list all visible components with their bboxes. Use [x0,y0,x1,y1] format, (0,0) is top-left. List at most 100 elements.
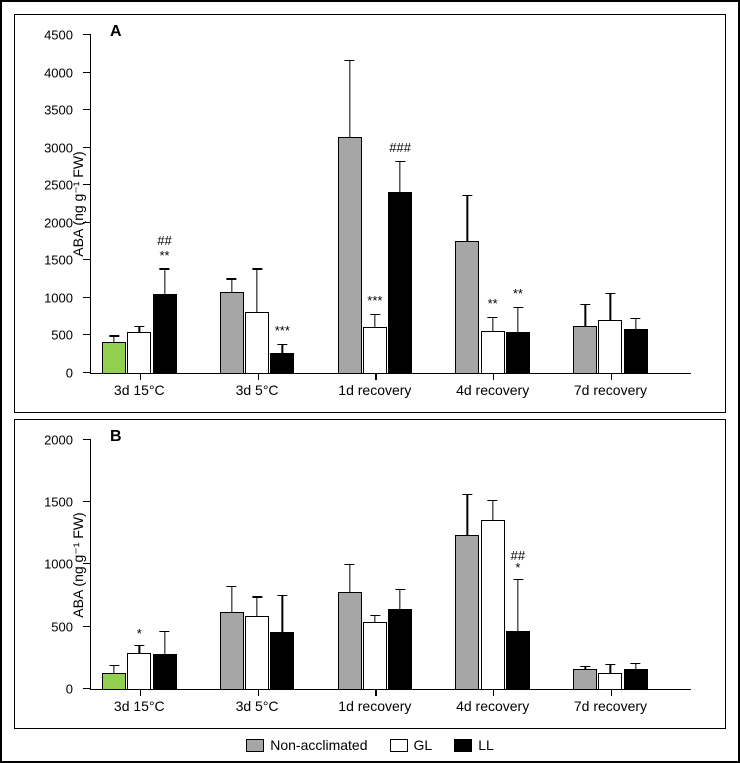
legend-item-0: Non-acclimated [246,737,367,753]
bar [481,331,505,374]
legend-item-2: LL [454,737,494,753]
bar [573,326,597,374]
error-bar [231,586,232,612]
significance-marker: *** [275,324,290,338]
error-bar [164,268,165,294]
bar [220,612,244,690]
error-bar [139,645,140,653]
bar [220,292,244,374]
significance-marker: ** [159,249,169,263]
category-label: 3d 15°C [114,382,165,398]
y-tick-label: 3000 [44,140,73,155]
error-bar [467,494,468,535]
x-tick [375,373,376,380]
error-bar [492,500,493,520]
x-tick [493,689,494,696]
y-tick-label: 4500 [44,28,73,43]
error-bar [231,278,232,292]
bar [506,631,530,690]
error-bar [610,293,611,321]
error-bar [164,631,165,655]
legend-item-1: GL [390,737,433,753]
error-bar [467,195,468,242]
category-label: 4d recovery [456,382,529,398]
x-tick [375,689,376,696]
bar [624,669,648,690]
significance-marker: * [515,561,520,575]
legend-swatch-2 [454,739,472,752]
significance-marker: *** [367,294,382,308]
significance-marker: ** [488,297,498,311]
category-label: 3d 15°C [114,698,165,714]
y-tick-label: 0 [66,365,73,380]
error-bar [517,579,518,632]
y-tick-label: 2500 [44,178,73,193]
bar [388,192,412,373]
bar [127,653,151,691]
error-bar [282,595,283,633]
panel-b-chart: 0500100015002000 3d 15°C*3d 5°C1d recove… [90,440,691,690]
panel-b-ylabel: ABA (ng g⁻¹ FW) [70,512,87,617]
category-label: 7d recovery [574,382,647,398]
significance-marker: ## [157,234,171,248]
error-bar [282,344,283,353]
bar [388,609,412,690]
panel-a-chart: 050010001500200025003000350040004500 3d … [90,35,691,374]
bar [481,520,505,690]
category-label: 3d 5°C [236,698,279,714]
y-tick-label: 3500 [44,103,73,118]
error-bar [349,564,350,593]
x-tick [140,373,141,380]
x-tick [258,373,259,380]
legend-label-1: GL [414,737,433,753]
category-label: 7d recovery [574,698,647,714]
x-tick [493,373,494,380]
y-tick-label: 500 [51,328,73,343]
panel-a-bars: 3d 15°C##**3d 5°C***1d recovery***###4d … [90,35,691,374]
bar [455,535,479,690]
error-bar [399,589,400,609]
error-bar [256,268,257,312]
y-tick-label: 1000 [44,557,73,572]
significance-marker: * [137,627,142,641]
bar [363,622,387,690]
legend-label-0: Non-acclimated [270,737,367,753]
bar [506,332,530,374]
bar [598,673,622,691]
y-tick-label: 2000 [44,432,73,447]
legend-swatch-0 [246,739,264,752]
error-bar [374,314,375,328]
bar [624,329,648,373]
legend: Non-acclimated GL LL [14,737,726,753]
error-bar [635,318,636,329]
error-bar [399,161,400,193]
y-tick-label: 500 [51,619,73,634]
bar [363,327,387,374]
bar [270,632,294,690]
y-tick-label: 2000 [44,215,73,230]
y-tick-label: 1500 [44,253,73,268]
x-tick [258,689,259,696]
bar [338,592,362,690]
y-tick-label: 1000 [44,290,73,305]
bar [102,673,126,691]
y-tick-label: 4000 [44,65,73,80]
legend-swatch-1 [390,739,408,752]
bar [245,312,269,374]
x-tick [611,373,612,380]
bar [127,332,151,374]
error-bar [585,666,586,670]
error-bar [635,663,636,669]
category-label: 4d recovery [456,698,529,714]
bar [455,241,479,374]
category-label: 1d recovery [338,382,411,398]
panel-b: B 0500100015002000 3d 15°C*3d 5°C1d reco… [14,419,726,729]
bar [153,654,177,690]
bar [270,353,294,374]
error-bar [492,317,493,331]
error-bar [256,596,257,616]
panel-a-ylabel: ABA (ng g⁻¹ FW) [70,152,87,257]
bar [573,669,597,690]
x-tick [140,689,141,696]
error-bar [374,615,375,623]
